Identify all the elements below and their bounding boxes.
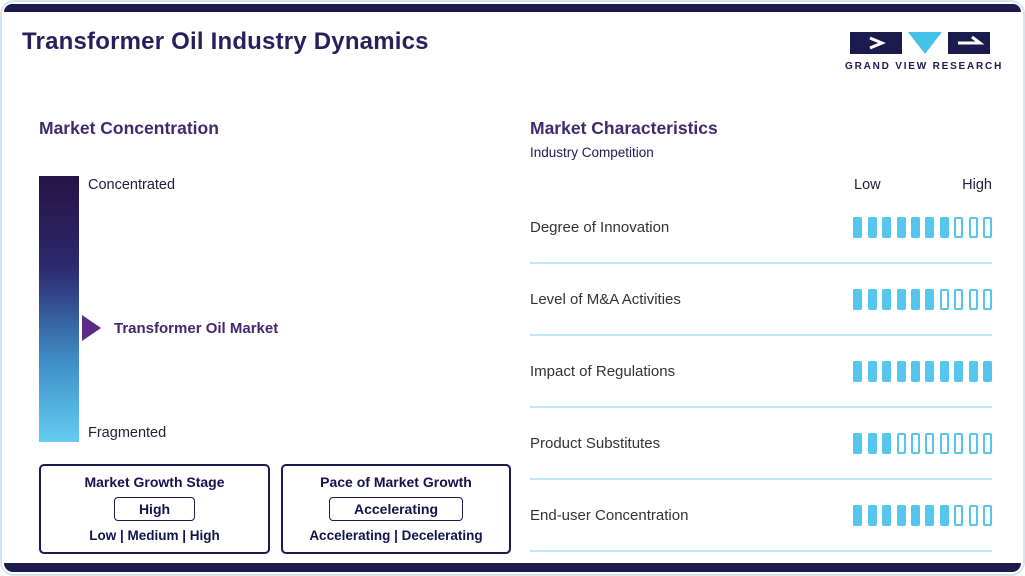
rating-bar-filled (983, 360, 992, 382)
rating-bar-filled (853, 360, 863, 382)
rating-bar-filled (968, 360, 978, 382)
rating-bar-empty (983, 288, 992, 310)
row-bars (853, 216, 992, 238)
rating-bar-filled (882, 504, 892, 526)
scale-high-label: High (962, 177, 992, 193)
rating-bar-empty (983, 504, 992, 526)
scale-labels: Low High (854, 177, 992, 193)
rating-bar-filled (939, 216, 949, 238)
bottom-accent-strip (4, 563, 1021, 572)
characteristic-row: Impact of Regulations (530, 336, 992, 408)
concentration-gradient-bar (39, 176, 79, 442)
growth-stage-options: Low | Medium | High (89, 528, 220, 543)
rating-bar-filled (911, 360, 921, 382)
rating-bar-empty (968, 288, 978, 310)
rating-bar-empty (968, 432, 978, 454)
rating-bar-empty (939, 432, 949, 454)
market-growth-stage-box: Market Growth Stage High Low | Medium | … (39, 464, 270, 554)
rating-bar-empty (896, 432, 906, 454)
rating-bar-filled (882, 288, 892, 310)
rating-bar-empty (954, 504, 964, 526)
rating-bar-filled (925, 216, 935, 238)
row-bars (853, 432, 992, 454)
pace-value: Accelerating (328, 497, 464, 521)
company-logo: GRAND VIEW RESEARCH (845, 28, 1004, 72)
rating-bar-filled (939, 504, 949, 526)
logo-text: GRAND VIEW RESEARCH (845, 61, 1004, 72)
pace-title: Pace of Market Growth (320, 474, 472, 490)
rating-bar-empty (968, 216, 978, 238)
rating-bar-filled (882, 216, 892, 238)
pace-of-growth-box: Pace of Market Growth Accelerating Accel… (281, 464, 511, 554)
page-title: Transformer Oil Industry Dynamics (22, 28, 429, 55)
rating-bar-empty (954, 288, 964, 310)
rating-bar-empty (954, 216, 964, 238)
rating-bar-filled (896, 504, 906, 526)
rating-bar-filled (925, 504, 935, 526)
rating-bar-filled (882, 360, 892, 382)
characteristic-row: Level of M&A Activities (530, 264, 992, 336)
row-bars (853, 504, 992, 526)
growth-stage-title: Market Growth Stage (84, 474, 225, 490)
rating-bar-filled (853, 504, 863, 526)
rating-bar-filled (896, 360, 906, 382)
market-position-arrow-icon (82, 315, 101, 341)
rating-bar-filled (853, 216, 863, 238)
rating-bar-empty (983, 216, 992, 238)
rating-bar-filled (896, 288, 906, 310)
rating-bar-filled (954, 360, 964, 382)
concentrated-label: Concentrated (88, 177, 176, 193)
growth-stage-value: High (113, 497, 196, 521)
row-label: Level of M&A Activities (530, 290, 681, 308)
logo-icon (850, 32, 990, 54)
rating-bar-filled (853, 432, 863, 454)
rating-bar-empty (983, 432, 992, 454)
rating-bar-filled (853, 288, 863, 310)
rating-bar-filled (911, 504, 921, 526)
rating-bar-empty (925, 432, 935, 454)
industry-competition-subheading: Industry Competition (530, 145, 654, 160)
rating-bar-filled (939, 360, 949, 382)
rating-bar-empty (911, 432, 921, 454)
rating-bar-filled (867, 504, 877, 526)
row-label: Impact of Regulations (530, 362, 676, 380)
rating-bar-filled (896, 216, 906, 238)
top-accent-strip (4, 4, 1021, 12)
rating-bar-filled (867, 432, 877, 454)
characteristics-rows: Degree of Innovation Level of M&A Activi… (530, 192, 992, 552)
rating-bar-filled (925, 288, 935, 310)
scale-low-label: Low (854, 177, 881, 193)
rating-bar-filled (867, 216, 877, 238)
rating-bar-filled (911, 216, 921, 238)
row-label: Degree of Innovation (530, 218, 670, 236)
rating-bar-filled (882, 432, 892, 454)
row-label: End-user Concentration (530, 506, 689, 524)
rating-bar-filled (925, 360, 935, 382)
rating-bar-filled (911, 288, 921, 310)
market-position-label: Transformer Oil Market (114, 320, 279, 337)
characteristic-row: Product Substitutes (530, 408, 992, 480)
row-bars (853, 360, 992, 382)
market-concentration-heading: Market Concentration (39, 118, 219, 138)
characteristic-row: Degree of Innovation (530, 192, 992, 264)
characteristic-row: End-user Concentration (530, 480, 992, 552)
fragmented-label: Fragmented (88, 425, 167, 441)
rating-bar-filled (867, 360, 877, 382)
pace-options: Accelerating | Decelerating (309, 528, 483, 543)
rating-bar-filled (867, 288, 877, 310)
rating-bar-empty (954, 432, 964, 454)
rating-bar-empty (968, 504, 978, 526)
row-label: Product Substitutes (530, 434, 661, 452)
row-bars (853, 288, 992, 310)
rating-bar-empty (939, 288, 949, 310)
market-characteristics-heading: Market Characteristics (530, 118, 718, 138)
